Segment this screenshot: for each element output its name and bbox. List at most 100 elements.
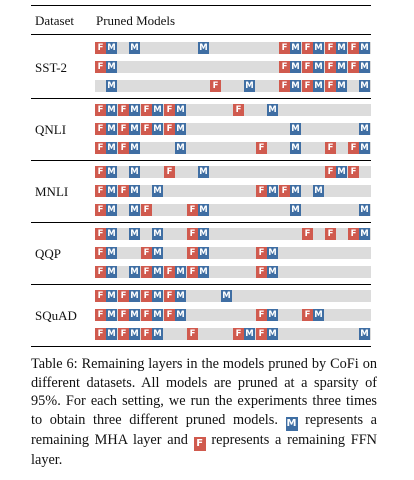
dataset-label: QNLI [35, 122, 66, 138]
mha-layer-cell: M [359, 328, 370, 340]
mha-layer-cell: M [106, 80, 117, 92]
ffn-layer-cell: F [348, 166, 359, 178]
ffn-layer-cell: F [141, 104, 152, 116]
mha-layer-cell: M [313, 309, 324, 321]
mha-layer-cell: M [106, 104, 117, 116]
header-dataset: Dataset [35, 13, 74, 29]
mha-layer-cell: M [152, 309, 163, 321]
ffn-layer-cell: F [95, 247, 106, 259]
mha-layer-cell: M [359, 204, 370, 216]
dataset-label: SST-2 [35, 60, 67, 76]
mha-layer-cell: M [198, 247, 209, 259]
mha-layer-cell: M [336, 42, 347, 54]
ffn-layer-cell: F [118, 185, 129, 197]
mha-layer-cell: M [106, 42, 117, 54]
mha-layer-cell: M [129, 166, 140, 178]
ffn-layer-cell: F [95, 185, 106, 197]
ffn-layer-cell: F [95, 166, 106, 178]
mha-layer-cell: M [359, 123, 370, 135]
mha-layer-cell: M [175, 142, 186, 154]
ffn-layer-cell: F [118, 104, 129, 116]
mha-layer-cell: M [129, 123, 140, 135]
ffn-layer-cell: F [118, 309, 129, 321]
ffn-layer-cell: F [302, 80, 313, 92]
ffn-layer-cell: F [95, 266, 106, 278]
ffn-layer-cell: F [95, 290, 106, 302]
ffn-layer-cell: F [95, 104, 106, 116]
ffn-layer-cell: F [348, 228, 359, 240]
ffn-layer-cell: F [348, 42, 359, 54]
mha-layer-cell: M [106, 328, 117, 340]
mha-layer-cell: M [198, 166, 209, 178]
ffn-layer-cell: F [325, 166, 336, 178]
ffn-layer-cell: F [256, 247, 267, 259]
ffn-layer-cell: F [95, 328, 106, 340]
bottom-rule [31, 346, 371, 347]
ffn-layer-cell: F [95, 309, 106, 321]
mha-layer-cell: M [313, 42, 324, 54]
ffn-layer-cell: F [325, 142, 336, 154]
mha-layer-cell: M [106, 228, 117, 240]
ffn-layer-cell: F [256, 328, 267, 340]
ffn-layer-cell: F [141, 247, 152, 259]
ffn-layer-cell: F [141, 123, 152, 135]
mha-layer-cell: M [129, 42, 140, 54]
mha-layer-cell: M [359, 42, 370, 54]
ffn-layer-cell: F [302, 309, 313, 321]
dataset-label: MNLI [35, 184, 68, 200]
mha-layer-cell: M [313, 80, 324, 92]
mha-layer-cell: M [106, 123, 117, 135]
mha-layer-cell: M [336, 61, 347, 73]
ffn-layer-cell: F [141, 266, 152, 278]
mha-layer-cell: M [175, 309, 186, 321]
ffn-layer-cell: F [279, 42, 290, 54]
mha-layer-cell: M [244, 80, 255, 92]
mha-layer-cell: M [129, 309, 140, 321]
ffn-layer-cell: F [302, 42, 313, 54]
mha-layer-cell: M [106, 266, 117, 278]
mha-layer-cell: M [267, 104, 278, 116]
block-separator [31, 160, 371, 161]
ffn-layer-cell: F [95, 142, 106, 154]
ffn-layer-cell: F [210, 80, 221, 92]
mha-layer-cell: M [267, 266, 278, 278]
mha-layer-cell: M [106, 185, 117, 197]
mha-layer-cell: M [129, 266, 140, 278]
ffn-layer-cell: F [187, 328, 198, 340]
ffn-layer-cell: F [141, 204, 152, 216]
mha-layer-cell: M [175, 290, 186, 302]
ffn-layer-cell: F [141, 309, 152, 321]
mha-layer-cell: M [290, 123, 301, 135]
mha-layer-cell: M [106, 61, 117, 73]
ffn-layer-cell: F [95, 123, 106, 135]
mha-layer-cell: M [198, 266, 209, 278]
mha-layer-cell: M [152, 185, 163, 197]
ffn-layer-cell: F [118, 290, 129, 302]
ffn-layer-cell: F [118, 123, 129, 135]
mha-layer-cell: M [290, 204, 301, 216]
mha-layer-cell: M [267, 328, 278, 340]
ffn-layer-cell: F [325, 42, 336, 54]
ffn-layer-cell: F [233, 328, 244, 340]
mha-layer-cell: M [129, 185, 140, 197]
ffn-layer-cell: F [141, 328, 152, 340]
mha-layer-cell: M [359, 80, 370, 92]
mha-layer-cell: M [129, 228, 140, 240]
block-separator [31, 98, 371, 99]
ffn-layer-cell: F [325, 228, 336, 240]
ffn-layer-cell: F [164, 266, 175, 278]
block-separator [31, 222, 371, 223]
ffn-layer-cell: F [325, 61, 336, 73]
mha-layer-cell: M [129, 204, 140, 216]
ffn-layer-cell: F [164, 166, 175, 178]
ffn-layer-cell: F [348, 61, 359, 73]
mha-layer-cell: M [106, 247, 117, 259]
ffn-layer-cell: F [187, 247, 198, 259]
mha-layer-cell: M [198, 42, 209, 54]
mha-layer-cell: M [290, 42, 301, 54]
ffn-layer-cell: F [95, 42, 106, 54]
mha-legend-badge: M [286, 417, 298, 431]
ffn-layer-cell: F [141, 290, 152, 302]
ffn-layer-cell: F [302, 228, 313, 240]
header-pruned-models: Pruned Models [96, 13, 175, 29]
